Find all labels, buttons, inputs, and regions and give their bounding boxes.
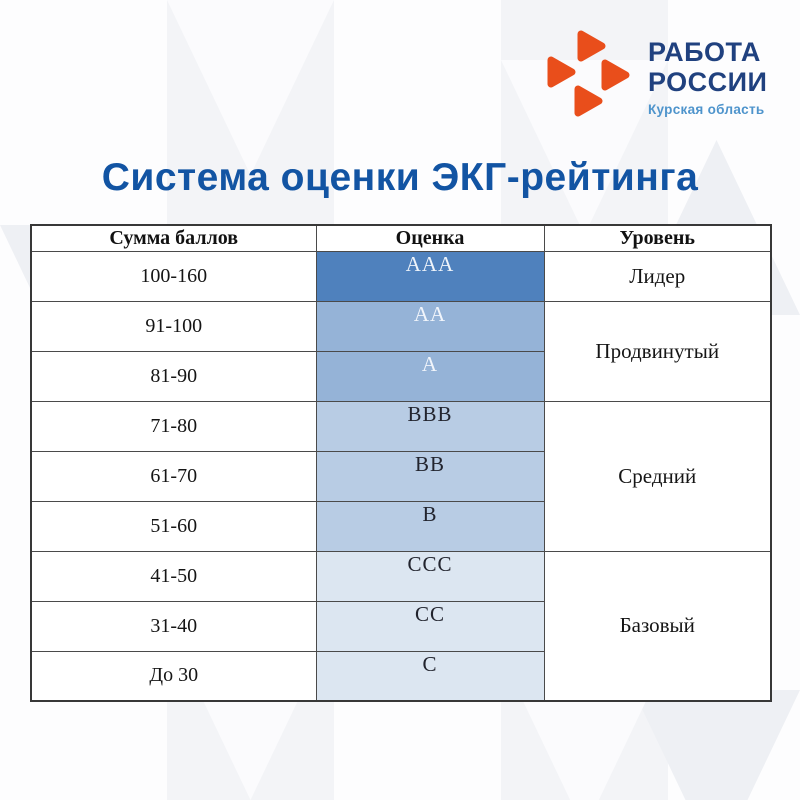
points-cell: 91-100 bbox=[30, 300, 317, 352]
table-row: 41-50 CCC Базовый bbox=[30, 550, 772, 702]
brand-region: Курская область bbox=[648, 102, 765, 117]
rating-table-body: 100-160 AAA Лидер 91-100 AA Продвинутый 81-90 A… bbox=[30, 250, 772, 702]
level-cell: Лидер bbox=[543, 250, 772, 302]
header-cell: Уровень bbox=[543, 224, 772, 252]
header-cell: Оценка bbox=[315, 224, 545, 252]
table-row: 61-70 BB bbox=[30, 450, 771, 502]
table-row: До 30 C bbox=[30, 650, 771, 702]
level-cell: Базовый bbox=[543, 550, 772, 702]
points-cell: 41-50 bbox=[30, 550, 317, 602]
page-title: Система оценки ЭКГ-рейтинга bbox=[101, 156, 699, 199]
table-row: 91-100 AA Продвинутый bbox=[30, 300, 772, 402]
table-row: 31-40 CC bbox=[30, 600, 771, 652]
grade-cell: CCC bbox=[315, 550, 545, 602]
grade-cell: CC bbox=[315, 600, 545, 652]
grade-cell: C bbox=[315, 650, 545, 702]
points-cell: 100-160 bbox=[30, 250, 317, 302]
header-row: Сумма баллов Оценка Уровень bbox=[30, 224, 772, 252]
table-row: 81-90 A bbox=[30, 350, 771, 402]
points-cell: 71-80 bbox=[30, 400, 317, 452]
points-cell: 61-70 bbox=[30, 450, 317, 502]
grade-cell: BBB bbox=[315, 400, 545, 452]
table-row: 71-80 BBB Средний bbox=[30, 400, 772, 552]
brand-text: РАБОТА РОССИИ Курская область bbox=[648, 37, 767, 117]
level-cell: Средний bbox=[543, 400, 772, 552]
logo-mark-icon bbox=[547, 30, 630, 117]
brand-name-line1: РАБОТА bbox=[648, 37, 761, 67]
grade-cell: A bbox=[315, 350, 545, 402]
grade-cell: BB bbox=[315, 450, 545, 502]
points-cell: 81-90 bbox=[30, 350, 317, 402]
grade-cell: AA bbox=[315, 300, 545, 352]
points-cell: 51-60 bbox=[30, 500, 317, 552]
header-cell: Сумма баллов bbox=[30, 224, 317, 252]
table-row: 51-60 B bbox=[30, 500, 771, 552]
rating-table: Сумма баллов Оценка Уровень 100-160 AAA Лиде… bbox=[30, 224, 772, 702]
level-cell: Продвинутый bbox=[543, 300, 772, 402]
grade-cell: B bbox=[315, 500, 545, 552]
brand-logo: РАБОТА РОССИИ Курская область bbox=[546, 27, 767, 117]
points-cell: 31-40 bbox=[30, 600, 317, 652]
brand-name-line2: РОССИИ bbox=[648, 67, 768, 97]
table-row: 100-160 AAA Лидер bbox=[30, 250, 772, 302]
rating-table-head: Сумма баллов Оценка Уровень bbox=[30, 224, 772, 252]
grade-cell: AAA bbox=[315, 250, 545, 302]
points-cell: До 30 bbox=[30, 650, 317, 702]
